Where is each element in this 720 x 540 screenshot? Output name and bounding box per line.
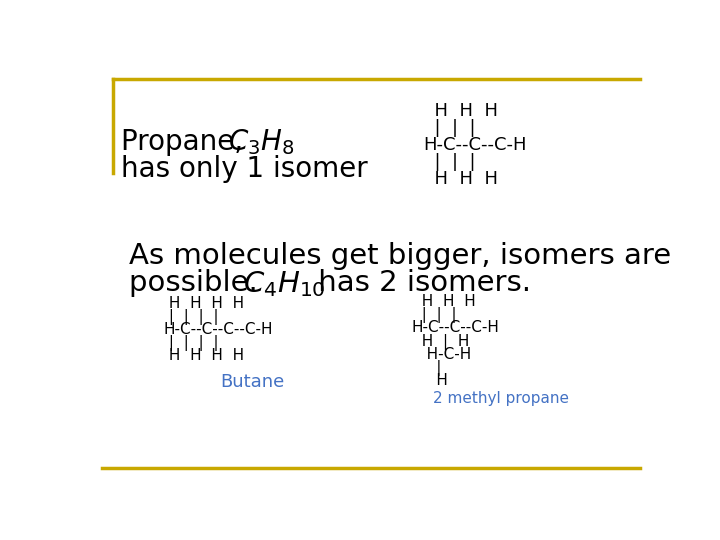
Text: H-C--C--C-H: H-C--C--C-H [412, 320, 500, 335]
Text: H-C-H: H-C-H [412, 347, 471, 362]
Text: 2 methyl propane: 2 methyl propane [433, 392, 569, 406]
Text: H-C--C--C--C-H: H-C--C--C--C-H [163, 322, 273, 337]
Text: H  H  H: H H H [423, 102, 498, 120]
Text: As molecules get bigger, isomers are: As molecules get bigger, isomers are [129, 242, 671, 270]
Text: possible.: possible. [129, 269, 266, 297]
Text: |  |  |  |: | | | | [163, 309, 218, 325]
Text: H  H  H: H H H [423, 170, 498, 187]
Text: H  |  H: H | H [412, 334, 469, 349]
Text: |: | [412, 360, 441, 376]
Text: |  |  |  |: | | | | [163, 335, 218, 351]
Text: Propane,: Propane, [121, 128, 252, 156]
Text: H  H  H  H: H H H H [163, 296, 244, 311]
Text: |  |  |: | | | [423, 153, 476, 171]
Text: |  |  |: | | | [412, 307, 456, 323]
Text: $\mathit{C}_4\mathit{H}_{10}$: $\mathit{C}_4\mathit{H}_{10}$ [243, 269, 325, 299]
Text: $\mathit{C}_3\mathit{H}_8$: $\mathit{C}_3\mathit{H}_8$ [228, 127, 294, 157]
Text: H: H [412, 373, 448, 388]
Text: H  H  H  H: H H H H [163, 348, 244, 363]
Text: has only 1 isomer: has only 1 isomer [121, 155, 368, 183]
Text: has 2 isomers.: has 2 isomers. [310, 269, 531, 297]
Text: H  H  H: H H H [412, 294, 475, 309]
Text: H-C--C--C-H: H-C--C--C-H [423, 136, 527, 154]
Text: Butane: Butane [220, 373, 285, 391]
Text: |  |  |: | | | [423, 119, 476, 137]
